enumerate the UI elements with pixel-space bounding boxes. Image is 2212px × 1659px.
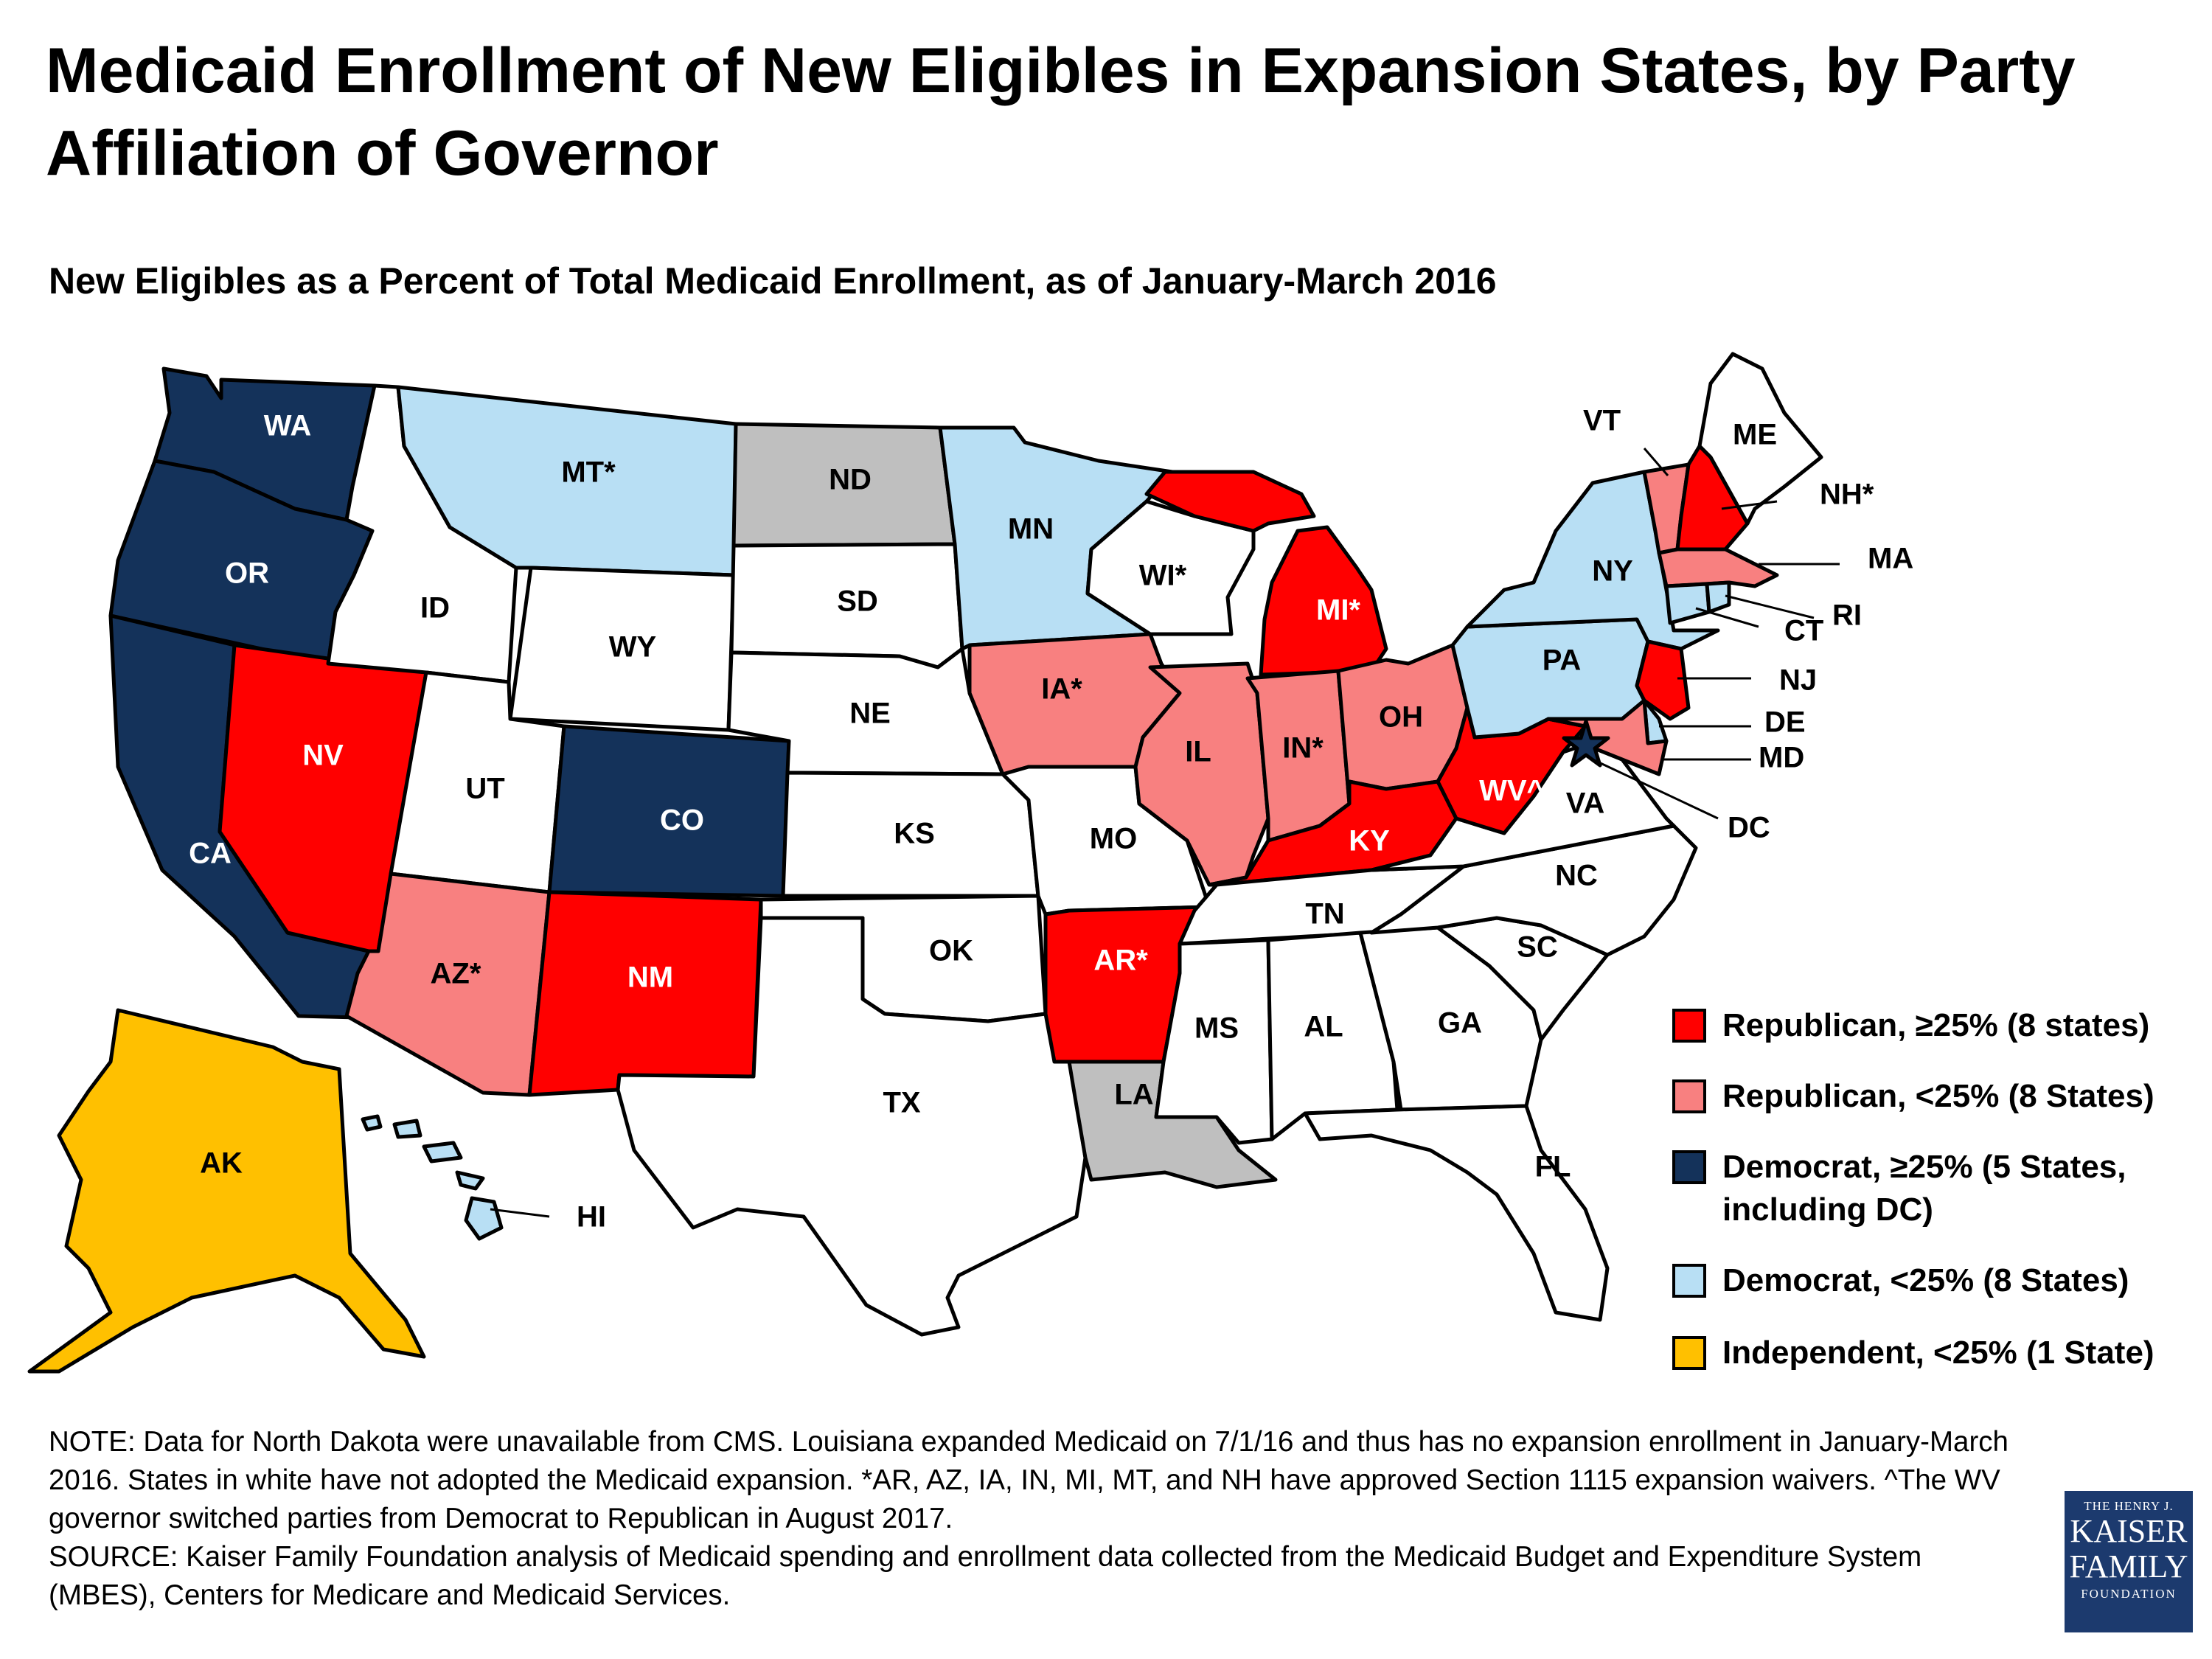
state-NJ: [1635, 639, 1691, 721]
label-PA: PA: [1543, 644, 1582, 677]
label-WI: WI*: [1139, 560, 1187, 592]
state-FL: [1303, 1104, 1610, 1322]
legend-label: Republican, ≥25% (8 states): [1722, 1007, 2150, 1043]
label-ND: ND: [829, 464, 872, 496]
label-CT: CT: [1784, 615, 1823, 647]
leader-NH: [1721, 500, 1778, 510]
legend-label: Republican, <25% (8 States): [1722, 1078, 2154, 1114]
label-SD: SD: [837, 585, 878, 618]
label-TN: TN: [1305, 898, 1344, 931]
leader-DC: [1592, 758, 1719, 820]
label-MS: MS: [1194, 1012, 1239, 1045]
label-RI: RI: [1832, 599, 1862, 632]
label-GA: GA: [1438, 1007, 1482, 1040]
label-AK: AK: [200, 1147, 243, 1180]
state-AK: [27, 1008, 426, 1374]
logo-line-1: THE HENRY J.: [2084, 1499, 2174, 1513]
chart-title: Medicaid Enrollment of New Eligibles in …: [46, 35, 2076, 189]
label-FL: FL: [1535, 1151, 1571, 1183]
label-MA: MA: [1868, 543, 1913, 575]
state-MI: [1144, 470, 1388, 677]
label-AR: AR*: [1093, 945, 1148, 977]
label-NJ: NJ: [1779, 664, 1817, 697]
label-MN: MN: [1008, 513, 1054, 546]
label-DE: DE: [1764, 706, 1806, 739]
label-IA: IA*: [1041, 673, 1082, 706]
state-NC: [1369, 824, 1698, 957]
logo-line-4: FOUNDATION: [2081, 1587, 2177, 1601]
legend-swatch: [1672, 1079, 1706, 1113]
label-OR: OR: [225, 557, 269, 590]
leader-VT: [1643, 448, 1669, 476]
leader-RI: [1725, 594, 1815, 619]
label-WV: WV^: [1479, 775, 1544, 807]
legend-item-dem-low: Democrat, <25% (8 States): [1672, 1259, 2129, 1302]
label-NC: NC: [1555, 860, 1598, 892]
label-NM: NM: [627, 961, 673, 994]
label-WY: WY: [609, 631, 657, 664]
legend-item-dem-high: Democrat, ≥25% (5 States, including DC): [1672, 1146, 2126, 1231]
label-HI: HI: [577, 1201, 606, 1234]
state-ME: [1697, 352, 1823, 526]
logo-line-2: KAISER: [2070, 1513, 2188, 1549]
label-WA: WA: [264, 410, 311, 442]
label-VT: VT: [1583, 405, 1621, 437]
legend-swatch: [1672, 1150, 1706, 1184]
label-ID: ID: [420, 592, 450, 625]
legend-item-rep-low: Republican, <25% (8 States): [1672, 1075, 2154, 1118]
label-NH: NH*: [1820, 479, 1874, 511]
label-IN: IN*: [1282, 732, 1324, 765]
label-MT: MT*: [561, 456, 616, 489]
source-text: SOURCE: Kaiser Family Foundation analysi…: [49, 1541, 1922, 1611]
label-ME: ME: [1733, 419, 1777, 451]
legend-item-ind-low: Independent, <25% (1 State): [1672, 1332, 2154, 1374]
label-OK: OK: [929, 935, 973, 967]
label-IL: IL: [1185, 736, 1211, 768]
us-map: WA OR CA NV ID MT* WY UT AZ* CO NM ND SD…: [27, 352, 1913, 1374]
label-MI: MI*: [1316, 594, 1360, 627]
leader-HI: [490, 1208, 550, 1218]
legend-swatch: [1672, 1009, 1706, 1043]
label-UT: UT: [465, 773, 504, 805]
legend-item-rep-high: Republican, ≥25% (8 states): [1672, 1004, 2149, 1047]
state-TX: [616, 916, 1088, 1337]
label-MO: MO: [1090, 823, 1137, 855]
label-CO: CO: [660, 804, 704, 837]
legend-label: Democrat, ≥25% (5 States, including DC): [1722, 1149, 2126, 1228]
label-CA: CA: [189, 838, 232, 870]
label-KS: KS: [894, 818, 935, 850]
state-CT: [1664, 582, 1711, 625]
label-MD: MD: [1759, 742, 1804, 774]
label-DC: DC: [1728, 812, 1770, 844]
label-NE: NE: [849, 698, 891, 730]
chart-subtitle: New Eligibles as a Percent of Total Medi…: [49, 260, 1497, 302]
state-RI: [1705, 580, 1731, 614]
label-LA: LA: [1114, 1079, 1153, 1111]
label-AL: AL: [1304, 1011, 1343, 1043]
label-NY: NY: [1592, 555, 1633, 588]
legend-swatch: [1672, 1336, 1706, 1370]
legend-label: Democrat, <25% (8 States): [1722, 1262, 2129, 1298]
state-HI: [361, 1114, 504, 1241]
footnote: NOTE: Data for North Dakota were unavail…: [49, 1423, 2025, 1615]
label-KY: KY: [1349, 825, 1390, 858]
kff-logo: THE HENRY J. KAISER FAMILY FOUNDATION: [2065, 1491, 2193, 1632]
label-SC: SC: [1517, 931, 1558, 964]
legend-label: Independent, <25% (1 State): [1722, 1335, 2154, 1371]
label-AZ: AZ*: [431, 958, 481, 990]
label-NV: NV: [302, 740, 344, 772]
leader-CT: [1695, 607, 1759, 628]
dc-star: [1562, 719, 1610, 768]
state-MA: [1657, 547, 1779, 588]
logo-line-3: FAMILY: [2069, 1548, 2188, 1585]
label-VA: VA: [1566, 787, 1605, 820]
label-TX: TX: [883, 1087, 920, 1119]
legend-swatch: [1672, 1264, 1706, 1298]
label-OH: OH: [1379, 701, 1423, 734]
note-text: NOTE: Data for North Dakota were unavail…: [49, 1426, 2008, 1534]
